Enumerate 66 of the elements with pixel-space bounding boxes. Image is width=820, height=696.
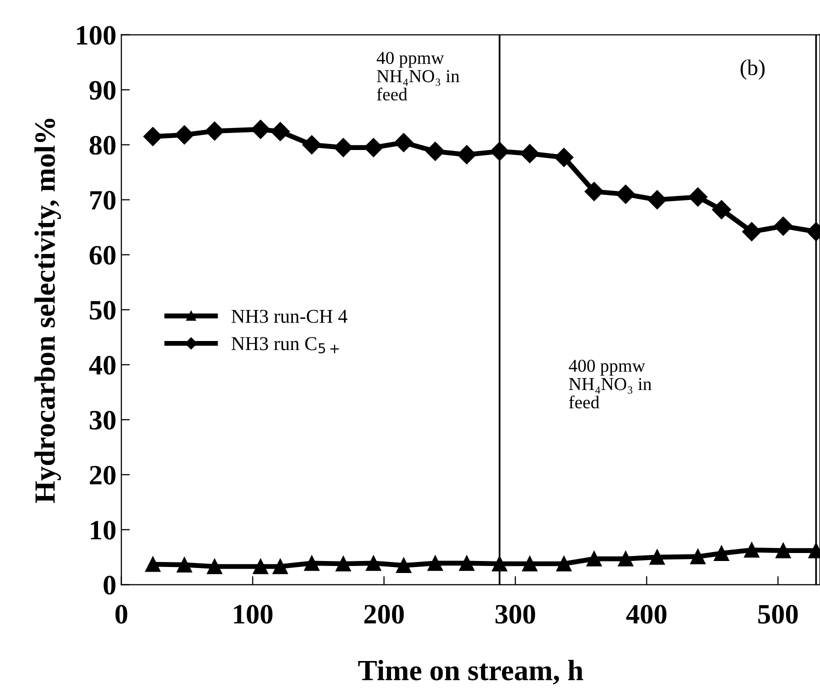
x-tick-label: 300 — [496, 604, 536, 624]
annotation: (b) — [740, 60, 765, 80]
point — [457, 145, 476, 164]
point — [396, 558, 412, 574]
point — [336, 556, 351, 572]
point — [688, 187, 708, 207]
y-tick-label: 10 — [90, 520, 116, 540]
point — [616, 184, 636, 204]
x-axis-title: Time on stream, h — [358, 660, 584, 685]
point — [712, 200, 732, 220]
point — [145, 556, 161, 572]
point — [394, 133, 414, 152]
point — [364, 138, 384, 158]
point — [428, 556, 443, 571]
point — [648, 190, 667, 210]
point — [520, 144, 540, 164]
legend-label: NH3 run-CH 4 — [232, 310, 348, 323]
y-tick-label: 80 — [90, 136, 116, 155]
point — [252, 558, 268, 574]
point — [556, 556, 572, 572]
y-tick-label: 0 — [104, 576, 116, 595]
point — [584, 182, 604, 202]
point — [174, 125, 194, 144]
point — [366, 556, 382, 571]
point — [304, 556, 320, 571]
y-tick-label: 70 — [90, 190, 116, 210]
point — [302, 135, 322, 154]
point — [618, 551, 634, 566]
point — [251, 120, 270, 139]
point — [459, 556, 474, 571]
point — [522, 556, 538, 572]
point — [744, 542, 760, 558]
y-tick-label: 60 — [90, 246, 116, 265]
annotation: 400 ppmw NH₄NO₃ in feed — [568, 360, 652, 408]
point — [586, 551, 602, 566]
x-tick-label: 200 — [364, 604, 404, 624]
x-tick-label: 400 — [626, 604, 666, 624]
point — [776, 542, 791, 558]
point — [490, 142, 510, 161]
point — [206, 558, 222, 574]
point — [650, 550, 665, 565]
x-tick-label: 0 — [115, 604, 128, 624]
point — [554, 148, 574, 167]
y-axis-title: Hydrocarbon selectivity, mol% — [34, 118, 61, 503]
point — [176, 557, 192, 572]
annotation: 40 ppmw NH₄NO₃ in feed — [376, 52, 460, 101]
point — [272, 558, 288, 574]
point — [742, 222, 762, 242]
point — [205, 121, 224, 141]
point — [492, 556, 508, 572]
point — [690, 548, 706, 564]
y-tick-label: 20 — [90, 466, 116, 485]
point — [270, 122, 290, 142]
legend-label: NH3 run C$_{5+}$ — [232, 337, 339, 354]
x-tick-label: 500 — [758, 604, 798, 624]
y-tick-label: 50 — [90, 300, 116, 320]
point — [143, 126, 162, 146]
point — [774, 216, 793, 236]
point — [426, 142, 445, 161]
y-tick-label: 90 — [89, 80, 116, 100]
y-tick-label: 100 — [77, 26, 116, 45]
x-tick-label: 100 — [234, 604, 272, 624]
y-tick-label: 40 — [89, 356, 116, 375]
point — [714, 546, 730, 561]
y-tick-label: 30 — [90, 410, 116, 430]
point — [334, 138, 353, 158]
